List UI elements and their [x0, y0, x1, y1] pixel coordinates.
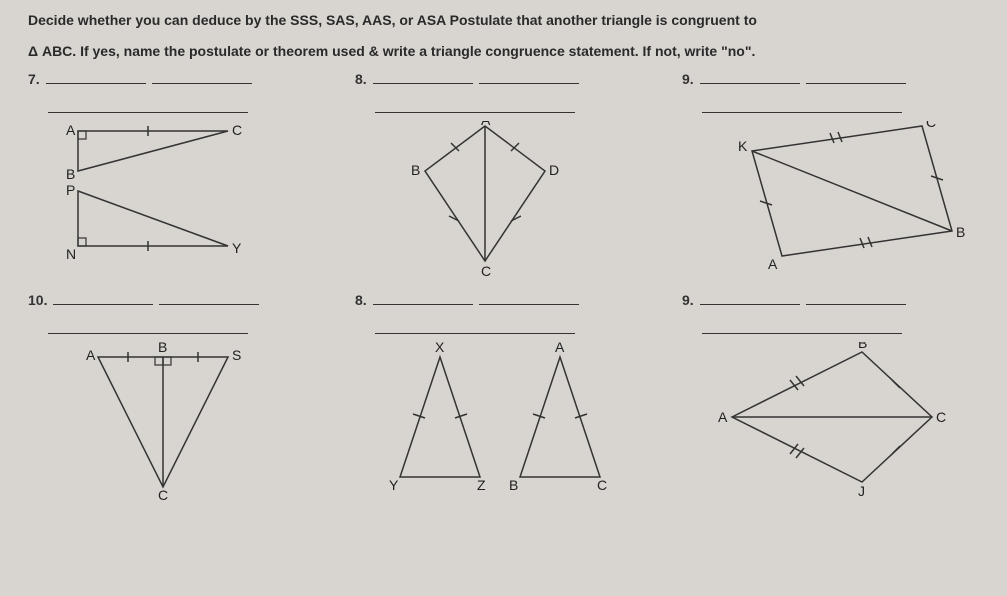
label-B: B [509, 477, 518, 493]
answer-blank-1[interactable] [373, 70, 473, 84]
problem-grid: 7. A B C P N Y [28, 70, 979, 502]
problem-number: 9. [682, 71, 694, 87]
label-B: B [956, 224, 965, 240]
label-Y: Y [389, 477, 399, 493]
problem-7: 7. A B C P N Y [28, 70, 325, 281]
answer-blank-1[interactable] [53, 291, 153, 305]
answer-blank-2[interactable] [159, 291, 259, 305]
label-X: X [435, 342, 445, 355]
label-C: C [926, 121, 936, 130]
problem-number: 9. [682, 292, 694, 308]
label-C: C [158, 487, 168, 502]
label-K: K [738, 138, 748, 154]
answer-blank-3[interactable] [702, 320, 902, 334]
label-A: A [481, 121, 491, 128]
answer-blank-3[interactable] [48, 320, 248, 334]
label-B: B [158, 342, 167, 355]
label-B: B [858, 342, 867, 351]
label-Y: Y [232, 240, 242, 256]
answer-blank-2[interactable] [806, 70, 906, 84]
label-S: S [232, 347, 241, 363]
label-C: C [936, 409, 946, 425]
problem-9-top: 9. K C B A [682, 70, 979, 281]
problem-8-top: 8. A B C D [355, 70, 652, 281]
problem-number: 8. [355, 292, 367, 308]
answer-blank-1[interactable] [700, 70, 800, 84]
answer-blank-2[interactable] [479, 70, 579, 84]
label-B: B [411, 162, 420, 178]
figure-10: A B S C [28, 342, 325, 502]
label-C: C [232, 122, 242, 138]
label-P: P [66, 182, 75, 198]
label-N: N [66, 246, 76, 262]
problem-9-bottom: 9. A B C J [682, 291, 979, 502]
label-C: C [597, 477, 607, 493]
answer-blank-2[interactable] [479, 291, 579, 305]
answer-blank-3[interactable] [702, 99, 902, 113]
problem-number: 8. [355, 71, 367, 87]
instructions-line-1: Decide whether you can deduce by the SSS… [28, 8, 979, 33]
label-D: D [549, 162, 559, 178]
problem-number: 10. [28, 292, 47, 308]
label-B: B [66, 166, 75, 182]
answer-blank-1[interactable] [46, 70, 146, 84]
problem-8-bottom: 8. X Y Z A B C [355, 291, 652, 502]
problem-number: 7. [28, 71, 40, 87]
figure-9-bottom: A B C J [682, 342, 979, 502]
figure-9-top: K C B A [682, 121, 979, 281]
label-A: A [66, 122, 76, 138]
instructions-line-2: Δ ABC. If yes, name the postulate or the… [28, 39, 979, 64]
answer-blank-1[interactable] [373, 291, 473, 305]
label-A: A [718, 409, 728, 425]
label-A: A [768, 256, 778, 272]
label-J: J [858, 483, 865, 499]
figure-8-bottom: X Y Z A B C [355, 342, 652, 502]
label-Z: Z [477, 477, 486, 493]
answer-blank-3[interactable] [375, 99, 575, 113]
figure-7: A B C P N Y [28, 121, 325, 281]
figure-8-top: A B C D [355, 121, 652, 281]
answer-blank-2[interactable] [806, 291, 906, 305]
answer-blank-3[interactable] [48, 99, 248, 113]
answer-blank-3[interactable] [375, 320, 575, 334]
label-C: C [481, 263, 491, 279]
label-A: A [86, 347, 96, 363]
answer-blank-1[interactable] [700, 291, 800, 305]
label-A: A [555, 342, 565, 355]
problem-10: 10. A B S C [28, 291, 325, 502]
answer-blank-2[interactable] [152, 70, 252, 84]
